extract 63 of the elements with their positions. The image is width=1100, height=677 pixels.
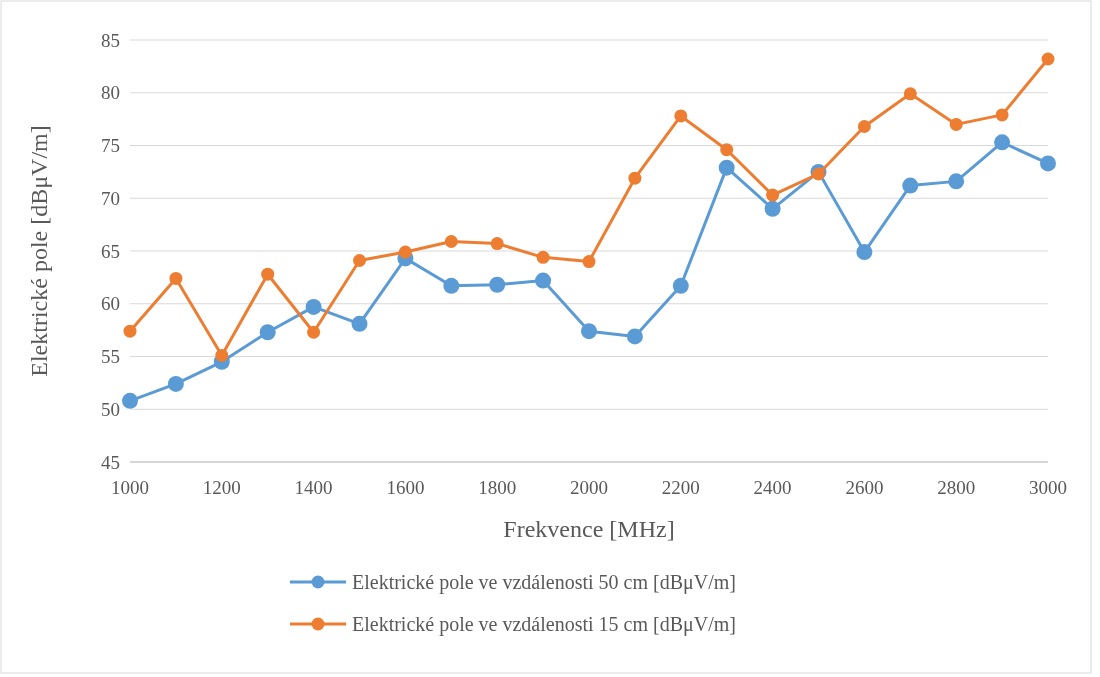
point [856, 244, 873, 261]
point [581, 323, 597, 340]
x-tick-label: 1200 [202, 477, 241, 498]
point [948, 173, 965, 190]
x-tick-label: 1600 [386, 477, 425, 498]
point [903, 87, 917, 101]
point [720, 143, 734, 157]
point [215, 348, 229, 362]
point [305, 298, 322, 315]
y-axis-title: Elektrické pole [dBμV/m] [26, 125, 52, 377]
point [1040, 155, 1056, 172]
x-tick-label: 2800 [937, 477, 976, 498]
point [674, 109, 688, 123]
y-tick-label: 80 [101, 82, 120, 104]
x-tick-label: 2000 [570, 477, 608, 498]
point [718, 159, 735, 176]
x-tick-label: 2600 [845, 477, 884, 498]
legend-label: Elektrické pole ve vzdálenosti 50 cm [dBμV/m] [352, 571, 736, 594]
y-tick-label: 85 [101, 29, 120, 51]
point [1041, 52, 1055, 66]
point [672, 277, 689, 294]
point [169, 271, 183, 285]
y-tick-label: 75 [101, 135, 120, 157]
point [398, 245, 412, 259]
x-tick-label: 1800 [478, 477, 517, 498]
point [307, 325, 321, 339]
point [353, 254, 366, 267]
point [444, 235, 458, 249]
point [626, 328, 643, 345]
point [812, 167, 825, 181]
point [123, 324, 137, 338]
point [764, 200, 781, 217]
x-tick-label: 1000 [111, 477, 149, 498]
y-tick-label: 70 [101, 187, 120, 209]
point [995, 108, 1009, 122]
y-tick-label: 55 [101, 346, 120, 368]
point [536, 250, 550, 264]
point [259, 324, 276, 341]
y-tick-label: 65 [101, 240, 120, 262]
x-tick-label: 2200 [661, 477, 700, 498]
point [628, 171, 642, 185]
point [994, 134, 1011, 151]
point [902, 177, 919, 194]
point [167, 375, 184, 392]
y-tick-label: 50 [101, 398, 120, 420]
y-tick-label: 60 [101, 293, 120, 315]
x-tick-label: 3000 [1029, 477, 1067, 498]
x-tick-label: 1400 [294, 477, 333, 498]
y-tick-label: 45 [101, 451, 120, 473]
point [535, 272, 552, 289]
legend-label: Elektrické pole ve vzdálenosti 15 cm [dBμV/m] [352, 613, 736, 636]
point [489, 276, 506, 293]
point [582, 255, 596, 269]
point [490, 237, 504, 251]
x-tick-label: 2400 [753, 477, 792, 498]
point [857, 120, 871, 134]
point [351, 315, 368, 332]
point [443, 277, 460, 294]
x-axis-title: Frekvence [MHz] [503, 516, 675, 542]
point [122, 392, 138, 409]
point [261, 267, 275, 281]
point [949, 117, 963, 131]
point [766, 188, 780, 202]
